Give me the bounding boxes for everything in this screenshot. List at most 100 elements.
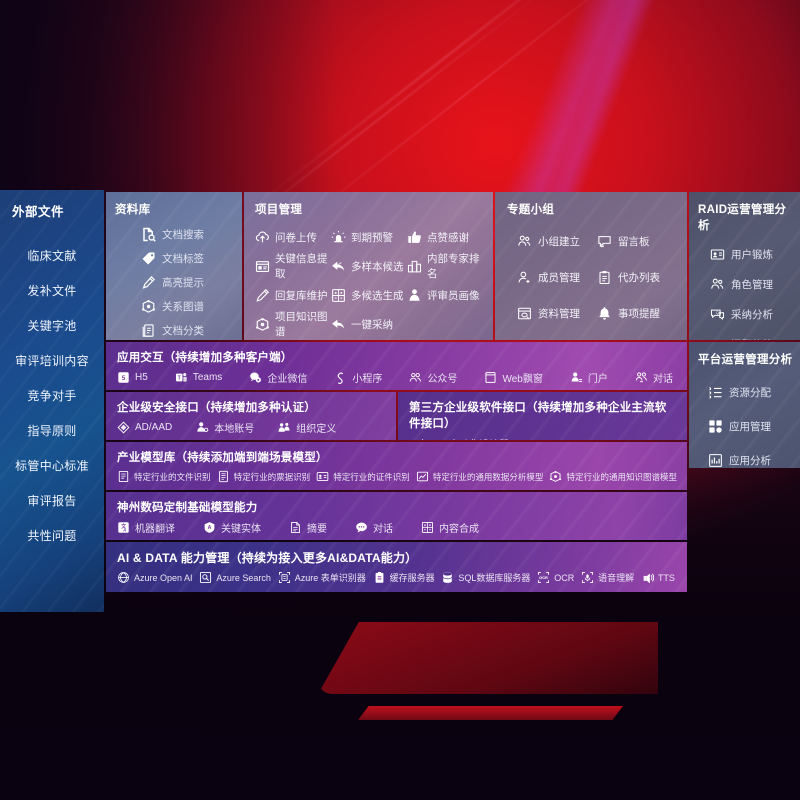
library-item-label: 高亮提示 xyxy=(162,277,204,289)
aidata-item-label: Azure 表单识别器 xyxy=(294,573,366,583)
group-item-create-group[interactable]: 小组建立 xyxy=(517,226,597,256)
basemodel-item-key-entity[interactable]: A 关键实体 xyxy=(203,520,261,535)
aidata-item-sql-database[interactable]: SQL数据库服务器 xyxy=(441,571,530,584)
interact-item-wecom[interactable]: 企业微信 xyxy=(249,370,307,385)
project-item-knowledge-graph[interactable]: 项目知识图谱 xyxy=(255,311,331,338)
aidata-item-tts[interactable]: TTS xyxy=(641,571,675,584)
api-gear-icon xyxy=(415,437,428,440)
raid-item-role-management[interactable]: 角色管理 xyxy=(710,271,794,297)
library-item-document-search[interactable]: 文档搜索 xyxy=(141,224,234,245)
ocr-icon: OCR xyxy=(537,571,550,584)
basemodel-item-label: 机器翻译 xyxy=(135,524,175,535)
project-item-thanks-like[interactable]: 点赞感谢 xyxy=(407,224,483,250)
project-item-expert-ranking[interactable]: 内部专家排名 xyxy=(407,253,483,280)
row-ai-data-capability: AI & DATA 能力管理（持续为接入更多AI&DATA能力） Azure O… xyxy=(106,542,687,592)
interact-item-h5[interactable]: 5 H5 xyxy=(117,371,148,384)
sidebar-item-common-issues[interactable]: 共性问题 xyxy=(27,529,77,543)
sidebar-item-clinical-literature[interactable]: 临床文献 xyxy=(27,249,77,263)
project-item-reviewer-profile[interactable]: 评审员画像 xyxy=(407,282,483,308)
interact-item-web-window[interactable]: Web飘窗 xyxy=(484,370,543,385)
receipt-icon xyxy=(217,470,230,483)
project-item-multi-sample-candidate[interactable]: 多样本候选 xyxy=(331,253,407,279)
aidata-item-label: 语音理解 xyxy=(598,573,635,583)
interact-item-portal[interactable]: 门户 xyxy=(570,370,608,385)
file-recognize-icon xyxy=(117,470,130,483)
library-item-document-tag[interactable]: 文档标签 xyxy=(141,248,234,269)
basemodel-item-dialog[interactable]: 对话 xyxy=(355,520,393,535)
app-grid-icon xyxy=(708,419,723,434)
dashboard-frame: 外部文件 临床文献 发补文件 关键字池 审评培训内容 竞争对手 指导原则 标管中… xyxy=(0,190,800,615)
miniprogram-icon xyxy=(334,371,347,384)
interact-item-teams[interactable]: T Teams xyxy=(175,371,222,384)
aidata-item-azure-search[interactable]: Azure Search xyxy=(199,571,271,584)
row-industry-title: 产业模型库（持续添加端到端场景模型） xyxy=(117,452,328,464)
aidata-item-azure-openai[interactable]: Azure Open AI xyxy=(117,571,193,584)
project-item-questionnaire-upload[interactable]: 问卷上传 xyxy=(255,224,331,250)
raid-item-adoption-analysis[interactable]: QA 采纳分析 xyxy=(710,301,794,327)
group-item-todo-list[interactable]: 代办列表 xyxy=(597,262,677,292)
project-item-multi-candidate-generate[interactable]: 多候选生成 xyxy=(331,282,407,308)
aidata-item-speech-understanding[interactable]: 语音理解 xyxy=(581,571,634,584)
aidata-item-label: TTS xyxy=(657,572,675,583)
aidata-item-form-recognizer[interactable]: Azure 表单识别器 xyxy=(278,571,366,584)
raid-item-issue-trend[interactable]: 问题趋势 xyxy=(710,331,794,340)
security-item-org-definition[interactable]: 组织定义 xyxy=(278,420,336,435)
project-item-key-info-extract[interactable]: 关键信息提取 xyxy=(255,253,331,280)
platform-item-resource-allocation[interactable]: 资源分配 xyxy=(708,377,794,407)
id-card-icon xyxy=(316,470,329,483)
interact-item-miniprogram[interactable]: 小程序 xyxy=(334,370,382,385)
basemodel-item-summary[interactable]: 摘要 xyxy=(289,520,327,535)
sidebar-item-review-report[interactable]: 审评报告 xyxy=(27,494,77,508)
industry-item-knowledge-graph-model[interactable]: 特定行业的通用知识图谱模型 xyxy=(549,470,677,483)
project-item-one-click-adopt[interactable]: 一键采纳 xyxy=(331,311,407,337)
group-item-label: 代办列表 xyxy=(618,271,660,284)
industry-item-receipt-recognition[interactable]: 特定行业的票据识别 xyxy=(217,470,310,483)
sidebar-item-guidelines[interactable]: 指导原则 xyxy=(27,424,77,438)
group-item-material-management[interactable]: 资料管理 xyxy=(517,298,597,328)
basemodel-item-label: 对话 xyxy=(373,524,393,535)
basemodel-item-label: 关键实体 xyxy=(221,524,261,535)
security-item-local-account[interactable]: 本地账号 xyxy=(196,420,254,435)
user-card-icon xyxy=(710,247,725,262)
interact-item-official-account[interactable]: 公众号 xyxy=(409,370,457,385)
sidebar-item-competitors[interactable]: 竞争对手 xyxy=(27,389,77,403)
industry-item-file-recognition[interactable]: 特定行业的文件识别 xyxy=(117,470,211,483)
group-item-message-board[interactable]: 留言板 xyxy=(597,226,677,256)
project-item-reply-library-maintain[interactable]: 回复库维护 xyxy=(255,282,331,308)
library-item-label: 关系图谱 xyxy=(162,301,204,313)
security-item-ad-aad[interactable]: AD/AAD xyxy=(117,421,172,434)
sidebar-item-review-training[interactable]: 审评培训内容 xyxy=(15,354,89,368)
library-item-document-classify[interactable]: 文档分类 xyxy=(141,320,234,340)
library-item-highlight[interactable]: 高亮提示 xyxy=(141,272,234,293)
aidata-item-ocr[interactable]: OCR OCR xyxy=(537,571,574,584)
library-item-relation-graph[interactable]: 关系图谱 xyxy=(141,296,234,317)
basemodel-item-content-synthesis[interactable]: 内容合成 xyxy=(421,520,479,535)
group-item-member-management[interactable]: 成员管理 xyxy=(517,262,597,292)
industry-item-data-analysis-model[interactable]: 特定行业的通用数据分析模型 xyxy=(416,470,543,483)
platform-item-app-analysis[interactable]: 应用分析 xyxy=(708,445,794,468)
sidebar-item-standards-center[interactable]: 标管中心标准 xyxy=(15,459,89,473)
project-item-label: 点赞感谢 xyxy=(427,231,469,244)
raid-item-label: 角色管理 xyxy=(731,278,773,291)
interact-item-label: H5 xyxy=(135,372,148,383)
sidebar-item-supplement-files[interactable]: 发补文件 xyxy=(27,284,77,298)
group-item-group-tag[interactable]: 小组标签 xyxy=(517,334,597,340)
industry-item-id-recognition[interactable]: 特定行业的证件识别 xyxy=(316,470,410,483)
platform-item-app-management[interactable]: 应用管理 xyxy=(708,411,794,441)
row-interaction-title: 应用交互（持续增加多种客户端） xyxy=(117,352,293,364)
sidebar: 外部文件 临床文献 发补文件 关键字池 审评培训内容 竞争对手 指导原则 标管中… xyxy=(0,190,104,612)
sidebar-item-keyword-pool[interactable]: 关键字池 xyxy=(27,319,77,333)
interact-item-label: Teams xyxy=(192,372,223,383)
group-item-task-reminder[interactable]: 事项提醒 xyxy=(597,298,677,328)
thirdparty-item-api-designer[interactable]: API自动化设计器 xyxy=(415,436,509,440)
raid-item-user-training[interactable]: 用户锻炼 xyxy=(710,241,794,267)
aidata-item-cache-server[interactable]: 缓存服务器 xyxy=(373,571,435,584)
project-item-due-alert[interactable]: 到期预警 xyxy=(331,224,407,250)
security-item-label: 本地账号 xyxy=(214,424,255,435)
openai-spiral-icon xyxy=(117,571,130,584)
summary-doc-icon xyxy=(289,521,302,534)
interact-item-dialog[interactable]: 对话 xyxy=(635,370,673,385)
project-item-label: 多候选生成 xyxy=(351,289,404,302)
interact-item-label: 小程序 xyxy=(352,374,383,385)
